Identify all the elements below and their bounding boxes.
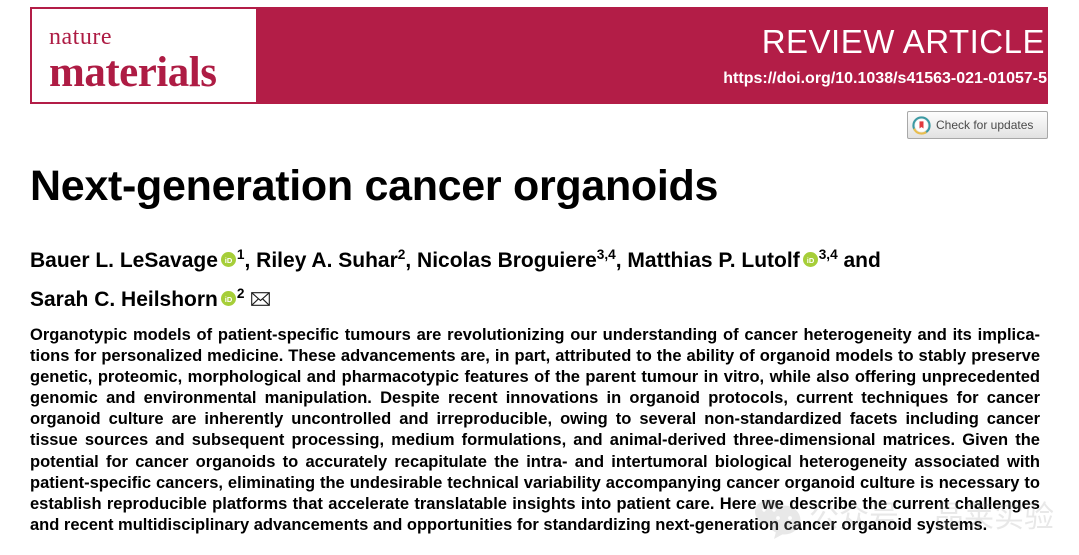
svg-text:公众号: 公众号 [809,501,899,534]
svg-text:晶莱实验: 晶莱实验 [934,501,1054,534]
svg-text:iD: iD [225,295,233,304]
svg-text:iD: iD [806,256,814,265]
svg-text:iD: iD [225,256,233,265]
